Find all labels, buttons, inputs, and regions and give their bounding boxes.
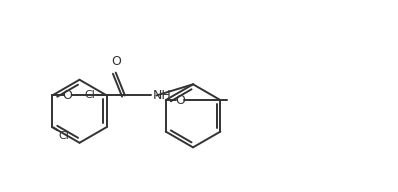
Text: NH: NH xyxy=(152,89,171,102)
Text: Cl: Cl xyxy=(85,90,96,100)
Text: O: O xyxy=(62,89,72,102)
Text: O: O xyxy=(175,94,185,107)
Text: Cl: Cl xyxy=(59,131,69,141)
Text: O: O xyxy=(111,55,121,68)
